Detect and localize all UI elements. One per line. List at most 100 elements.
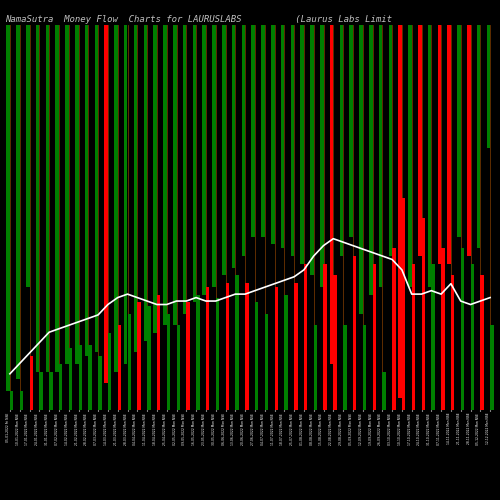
Bar: [98, 356, 102, 410]
Bar: [75, 25, 78, 364]
Bar: [20, 391, 23, 410]
Bar: [458, 25, 460, 237]
Bar: [438, 25, 441, 264]
Bar: [242, 25, 245, 256]
Bar: [271, 25, 274, 244]
Bar: [480, 275, 484, 410]
Bar: [369, 25, 372, 294]
Bar: [26, 25, 30, 287]
Bar: [236, 275, 238, 410]
Bar: [124, 25, 128, 364]
Bar: [300, 25, 304, 264]
Bar: [202, 25, 206, 294]
Bar: [186, 302, 190, 410]
Bar: [372, 264, 376, 410]
Bar: [176, 326, 180, 410]
Bar: [408, 25, 412, 287]
Bar: [428, 25, 432, 287]
Bar: [134, 25, 138, 352]
Text: NamaSutra  Money Flow  Charts for LAURUSLABS          (Laurus Labs Limit: NamaSutra Money Flow Charts for LAURUSLA…: [5, 15, 392, 24]
Bar: [68, 348, 72, 410]
Bar: [157, 294, 160, 410]
Bar: [290, 25, 294, 256]
Bar: [108, 333, 112, 410]
Bar: [144, 25, 147, 340]
Bar: [477, 25, 480, 248]
Bar: [451, 275, 454, 410]
Bar: [320, 25, 324, 287]
Bar: [334, 275, 336, 410]
Bar: [281, 25, 284, 248]
Bar: [418, 25, 422, 256]
Bar: [118, 326, 121, 410]
Bar: [304, 264, 308, 410]
Bar: [206, 287, 210, 410]
Bar: [138, 302, 140, 410]
Bar: [88, 344, 92, 410]
Bar: [330, 25, 334, 364]
Bar: [310, 25, 314, 275]
Bar: [324, 264, 327, 410]
Bar: [360, 25, 362, 314]
Bar: [467, 25, 470, 256]
Bar: [392, 248, 396, 410]
Bar: [46, 25, 49, 372]
Bar: [245, 283, 248, 410]
Bar: [255, 302, 258, 410]
Bar: [422, 218, 425, 410]
Bar: [85, 25, 88, 356]
Bar: [196, 294, 200, 410]
Bar: [154, 25, 157, 333]
Bar: [362, 326, 366, 410]
Bar: [490, 326, 494, 410]
Bar: [49, 372, 52, 410]
Bar: [343, 326, 346, 410]
Bar: [402, 198, 406, 410]
Bar: [183, 25, 186, 314]
Bar: [166, 314, 170, 410]
Bar: [128, 314, 131, 410]
Bar: [294, 283, 298, 410]
Bar: [441, 248, 444, 410]
Bar: [252, 25, 255, 237]
Bar: [232, 25, 235, 268]
Bar: [30, 356, 33, 410]
Bar: [353, 256, 356, 410]
Bar: [16, 25, 20, 379]
Bar: [66, 25, 68, 364]
Bar: [226, 283, 229, 410]
Bar: [173, 25, 176, 326]
Bar: [262, 25, 264, 237]
Bar: [388, 25, 392, 256]
Bar: [94, 25, 98, 352]
Bar: [59, 364, 62, 410]
Bar: [164, 25, 166, 326]
Bar: [314, 326, 317, 410]
Bar: [78, 344, 82, 410]
Bar: [486, 25, 490, 148]
Bar: [40, 372, 42, 410]
Bar: [340, 25, 343, 256]
Bar: [284, 294, 288, 410]
Bar: [448, 25, 451, 264]
Bar: [147, 306, 150, 410]
Bar: [56, 25, 59, 372]
Bar: [382, 372, 386, 410]
Bar: [398, 25, 402, 398]
Bar: [114, 25, 117, 372]
Bar: [274, 287, 278, 410]
Bar: [412, 264, 415, 410]
Bar: [460, 248, 464, 410]
Bar: [350, 25, 353, 237]
Bar: [222, 25, 226, 275]
Bar: [264, 314, 268, 410]
Bar: [212, 25, 216, 287]
Bar: [104, 25, 108, 383]
Bar: [216, 298, 219, 410]
Bar: [192, 25, 196, 302]
Bar: [6, 25, 10, 391]
Bar: [470, 264, 474, 410]
Bar: [10, 391, 14, 410]
Bar: [36, 25, 40, 372]
Bar: [379, 25, 382, 287]
